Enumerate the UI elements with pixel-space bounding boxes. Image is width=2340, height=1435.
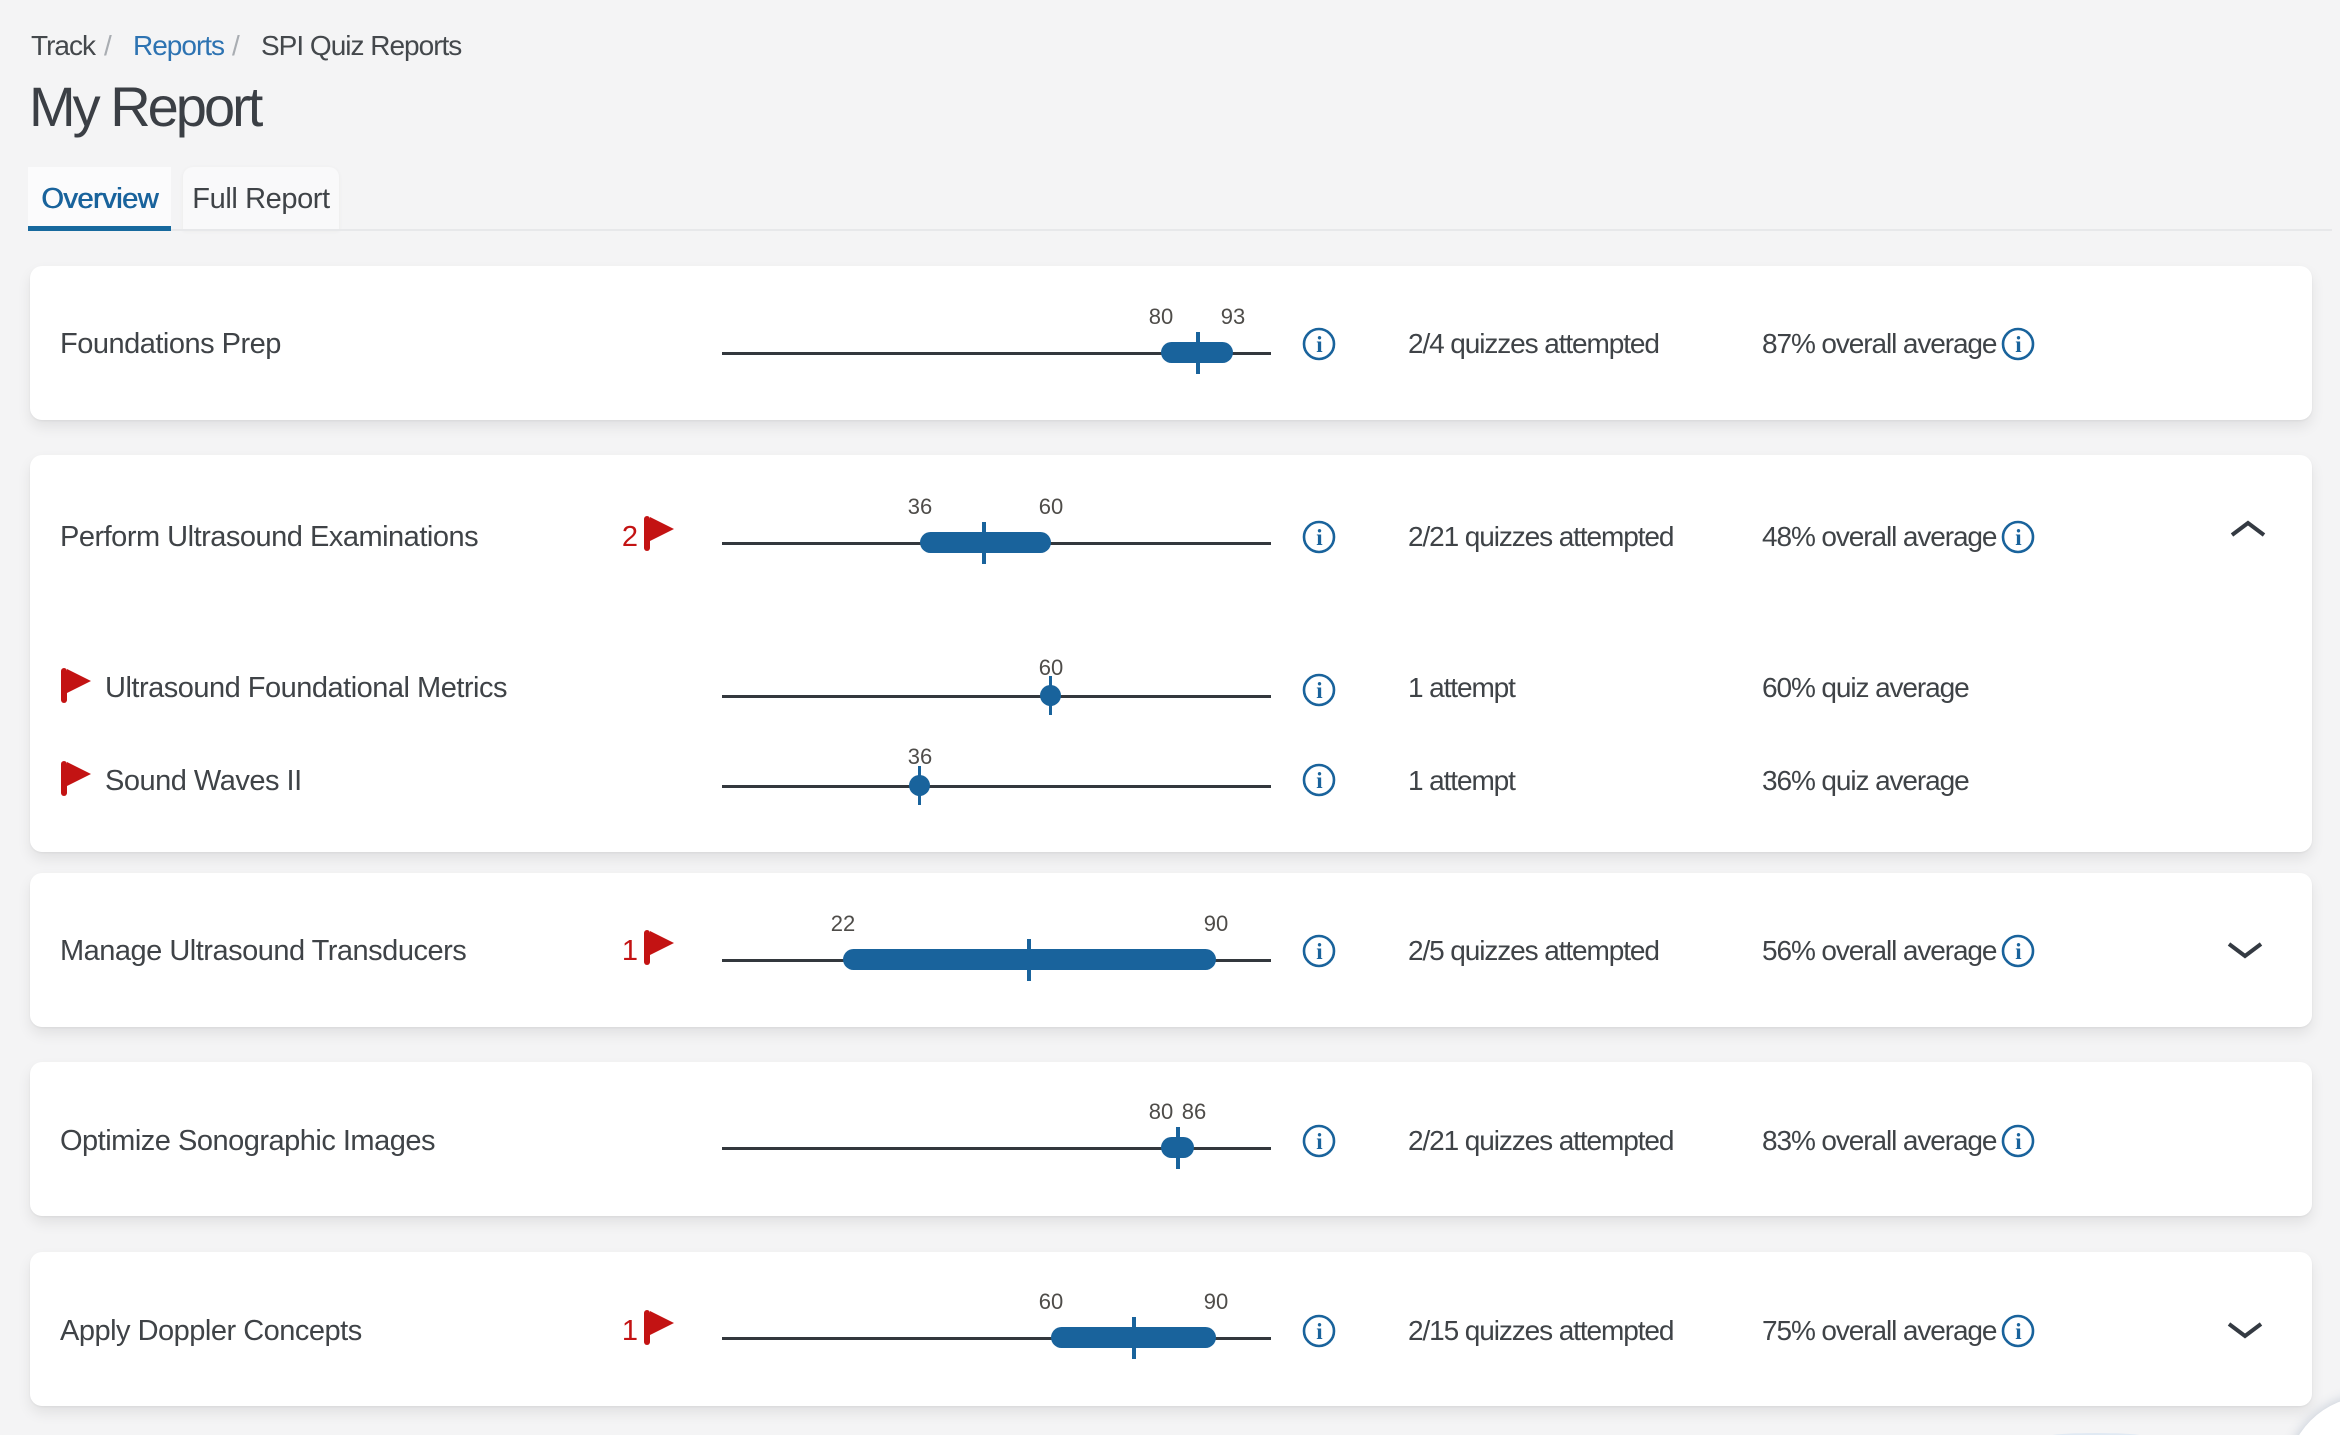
svg-text:i: i [1316,1319,1323,1344]
svg-text:i: i [1316,768,1323,793]
svg-text:i: i [2015,1129,2022,1154]
svg-text:i: i [1316,1129,1323,1154]
svg-text:i: i [2015,939,2022,964]
svg-text:i: i [2015,525,2022,550]
svg-text:i: i [1316,678,1323,703]
svg-text:i: i [2015,1319,2022,1344]
svg-text:i: i [1316,525,1323,550]
svg-text:i: i [1316,332,1323,357]
svg-text:i: i [2015,332,2022,357]
svg-text:i: i [1316,939,1323,964]
